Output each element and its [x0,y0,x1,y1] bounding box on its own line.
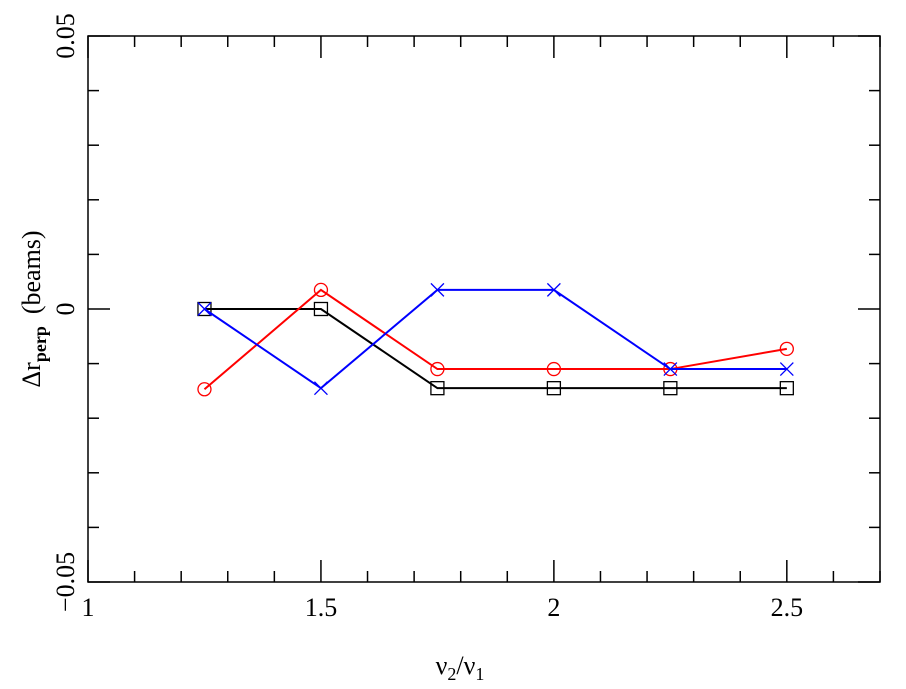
x-tick-label: 1.5 [305,593,338,622]
x-tick-label: 2 [547,593,560,622]
marker-cross [546,282,561,297]
marker-square [313,301,329,317]
y-tick-label: 0 [51,303,80,316]
marker-square [546,381,562,396]
marker-circle [779,341,794,357]
x-label-sub: 2 [447,664,456,684]
marker-circle [313,282,329,298]
marker-circle [546,361,562,377]
marker-cross [197,302,212,316]
marker-circle [430,361,445,377]
marker-cross [430,282,445,297]
series-line [204,308,787,390]
y-label-rest: (beams) [17,230,46,314]
y-label-main: Δr [17,362,46,388]
marker-circle [197,382,212,397]
y-tick-label: 0.05 [51,13,80,59]
x-label-sub2: 1 [475,664,484,684]
x-label-mid: /ν [456,651,475,680]
marker-cross [663,362,678,377]
x-label-main: ν [436,651,448,680]
x-tick-label: 1 [82,593,95,622]
series-line [203,288,787,391]
x-tick-label: 2.5 [771,593,804,622]
y-axis-label: Δrperp (beams) [17,230,50,387]
marker-square [779,381,794,396]
marker-square [663,381,678,396]
marker-cross [779,362,794,377]
y-label-sub: perp [30,326,50,362]
marker-cross [313,381,328,396]
series-line [203,288,787,390]
marker-square [197,301,212,317]
x-axis-label: ν2/ν1 [436,651,485,684]
y-tick-label: −0.05 [51,552,80,612]
marker-square [430,381,445,396]
